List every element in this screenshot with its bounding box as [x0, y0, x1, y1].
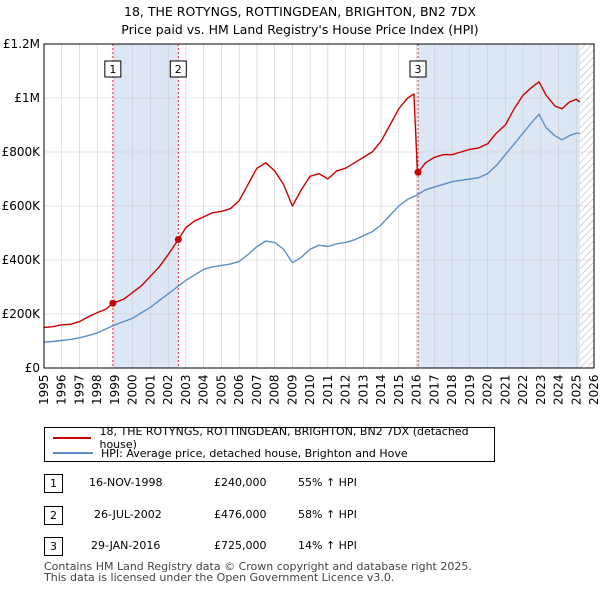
legend-swatch-hpi — [53, 452, 93, 454]
x-tick-label: 2022 — [516, 374, 530, 405]
footer-copyright: Contains HM Land Registry data © Crown c… — [44, 560, 472, 573]
sale-number-box — [104, 60, 122, 78]
y-tick-label: £0 — [25, 361, 40, 375]
x-tick-label: 1995 — [37, 374, 51, 405]
x-tick-label: 2017 — [427, 374, 441, 405]
y-tick-label: £200K — [2, 307, 42, 321]
y-tick-label: £400K — [2, 253, 42, 267]
transaction-hpi-change: 58% ↑ HPI — [298, 508, 357, 521]
transaction-date: 26-JUL-2002 — [94, 508, 162, 521]
sale-point — [174, 235, 182, 243]
x-tick-label: 2001 — [143, 374, 157, 405]
x-tick-label: 2000 — [126, 374, 140, 405]
x-tick-label: 2026 — [587, 374, 600, 405]
sale-number-box — [169, 60, 187, 78]
transaction-number: 1 — [44, 474, 63, 493]
transaction-price: £240,000 — [214, 476, 267, 489]
legend-label-property: 18, THE ROTYNGS, ROTTINGDEAN, BRIGHTON, … — [99, 425, 469, 451]
x-tick-label: 2021 — [498, 374, 512, 405]
transaction-date: 16-NOV-1998 — [89, 476, 163, 489]
transaction-price: £725,000 — [214, 539, 267, 552]
x-tick-label: 2018 — [445, 374, 459, 405]
x-tick-label: 2005 — [214, 374, 228, 405]
sale-number-label: 3 — [415, 63, 422, 76]
transaction-hpi-change: 14% ↑ HPI — [298, 539, 357, 552]
x-tick-label: 2024 — [552, 374, 566, 405]
x-tick-label: 1999 — [108, 374, 122, 405]
transaction-price: £476,000 — [214, 508, 267, 521]
sale-number-label: 1 — [109, 63, 116, 76]
x-tick-label: 1996 — [55, 374, 69, 405]
hpi-series-line — [43, 113, 580, 343]
x-tick-label: 2015 — [392, 374, 406, 405]
transaction-number: 2 — [44, 506, 63, 525]
x-tick-label: 1998 — [90, 374, 104, 405]
sale-number-box — [409, 60, 427, 78]
x-tick-label: 2011 — [321, 374, 335, 405]
y-tick-label: £800K — [2, 145, 42, 159]
y-tick-label: £1M — [14, 91, 40, 105]
x-tick-label: 2012 — [339, 374, 353, 405]
x-tick-label: 2020 — [481, 374, 495, 405]
legend-swatch-property — [53, 437, 92, 439]
legend-label-hpi: HPI: Average price, detached house, Brig… — [101, 446, 408, 460]
legend-item-hpi: HPI: Average price, detached house, Brig… — [53, 446, 408, 460]
x-tick-label: 1997 — [72, 374, 86, 405]
transaction-date: 29-JAN-2016 — [91, 539, 161, 552]
x-tick-label: 2013 — [356, 374, 370, 405]
legend-item-property: 18, THE ROTYNGS, ROTTINGDEAN, BRIGHTON, … — [53, 425, 494, 451]
transaction-hpi-change: 55% ↑ HPI — [298, 476, 357, 489]
legend: 18, THE ROTYNGS, ROTTINGDEAN, BRIGHTON, … — [44, 425, 495, 462]
sale-point — [414, 168, 422, 176]
sale-number-label: 2 — [175, 63, 182, 76]
x-tick-label: 2010 — [303, 374, 317, 405]
x-tick-label: 2007 — [250, 374, 264, 405]
plot-frame — [43, 43, 595, 369]
x-tick-label: 2009 — [285, 374, 299, 405]
chart-subtitle: Price paid vs. HM Land Registry's House … — [121, 22, 479, 37]
footer-licence: This data is licensed under the Open Gov… — [44, 571, 395, 584]
property-series-line — [43, 81, 581, 329]
x-tick-label: 2006 — [232, 374, 246, 405]
x-tick-label: 2003 — [179, 374, 193, 405]
sale-point — [109, 299, 117, 307]
x-tick-label: 2004 — [197, 374, 211, 405]
x-tick-label: 2016 — [410, 374, 424, 405]
x-tick-label: 2002 — [161, 374, 175, 405]
chart-title: 18, THE ROTYNGS, ROTTINGDEAN, BRIGHTON, … — [124, 4, 476, 19]
transaction-number: 3 — [44, 537, 63, 556]
y-tick-label: £1.2M — [3, 37, 40, 51]
x-tick-label: 2023 — [534, 374, 548, 405]
x-tick-label: 2014 — [374, 374, 388, 405]
y-tick-label: £600K — [2, 199, 42, 213]
x-tick-label: 2008 — [268, 374, 282, 405]
x-tick-label: 2019 — [463, 374, 477, 405]
x-tick-label: 2025 — [569, 374, 583, 405]
